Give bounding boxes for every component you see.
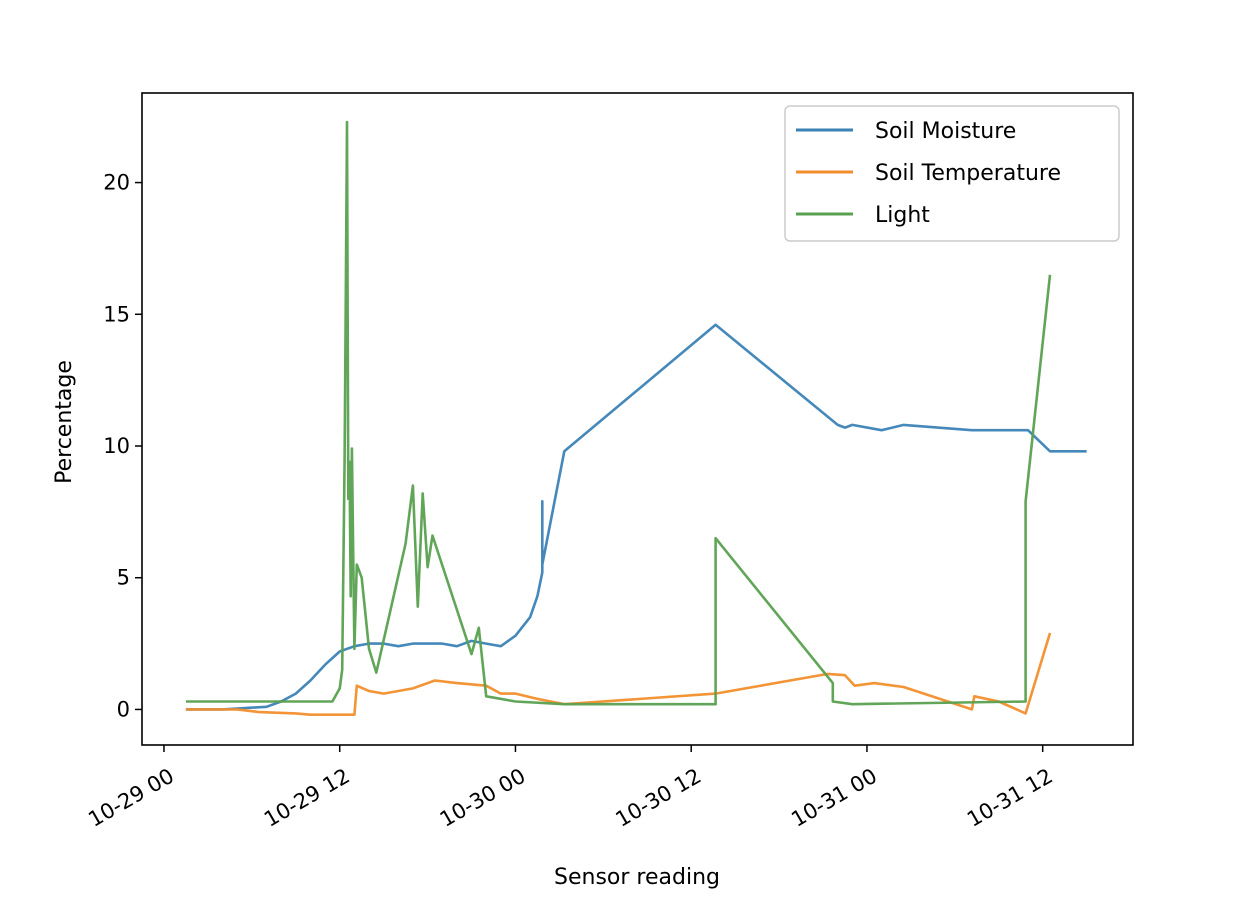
legend-items: Soil Moisture Soil Temperature Light xyxy=(796,119,1061,228)
legend-label-1: Soil Temperature xyxy=(875,161,1061,186)
plot-frame xyxy=(141,92,1134,746)
series-line-0 xyxy=(185,323,1087,711)
y-tick-label: 5 xyxy=(117,566,130,590)
legend-label-2: Light xyxy=(875,203,930,228)
legend-box xyxy=(784,105,1120,242)
legend-label-0: Soil Moisture xyxy=(875,119,1016,144)
legend: Soil Moisture Soil Temperature Light xyxy=(784,105,1120,242)
y-tick-label: 15 xyxy=(103,302,130,326)
series-lines xyxy=(185,120,1087,716)
series-line-2 xyxy=(185,120,1052,706)
x-axis-title: Sensor reading xyxy=(554,865,720,890)
y-tick-label: 0 xyxy=(117,697,130,721)
series-line-1 xyxy=(185,632,1052,716)
y-tick-label: 20 xyxy=(103,171,130,195)
y-tick-label: 10 xyxy=(103,434,130,458)
y-axis-ticks: 0 5 10 15 20 xyxy=(103,171,142,721)
y-axis-title: Percentage xyxy=(52,360,77,484)
